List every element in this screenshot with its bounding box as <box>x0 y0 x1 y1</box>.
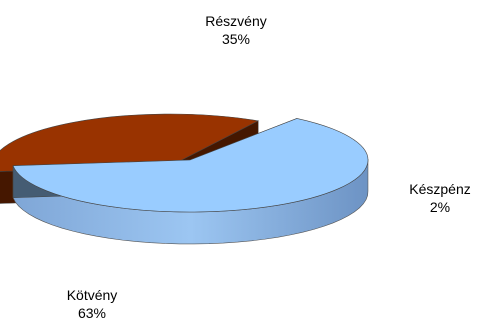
slice-label-reszveny: Részvény 35% <box>196 12 276 48</box>
pie-slice-kotveny <box>12 118 369 245</box>
slice-label-kotveny-name: Kötvény <box>66 287 118 303</box>
slice-label-keszpenz-name: Készpénz <box>409 181 471 197</box>
pie-slice-reszveny-top <box>0 113 260 172</box>
slice-label-keszpenz-percent: 2% <box>429 199 451 215</box>
slice-label-keszpenz: Készpénz 2% <box>400 180 480 216</box>
slice-label-kotveny: Kötvény 63% <box>52 286 132 322</box>
slice-label-kotveny-percent: 63% <box>77 305 107 321</box>
slice-label-reszveny-name: Részvény <box>205 13 267 29</box>
slice-label-reszveny-percent: 35% <box>221 31 251 47</box>
pie-slice-kotveny-top <box>12 118 369 213</box>
